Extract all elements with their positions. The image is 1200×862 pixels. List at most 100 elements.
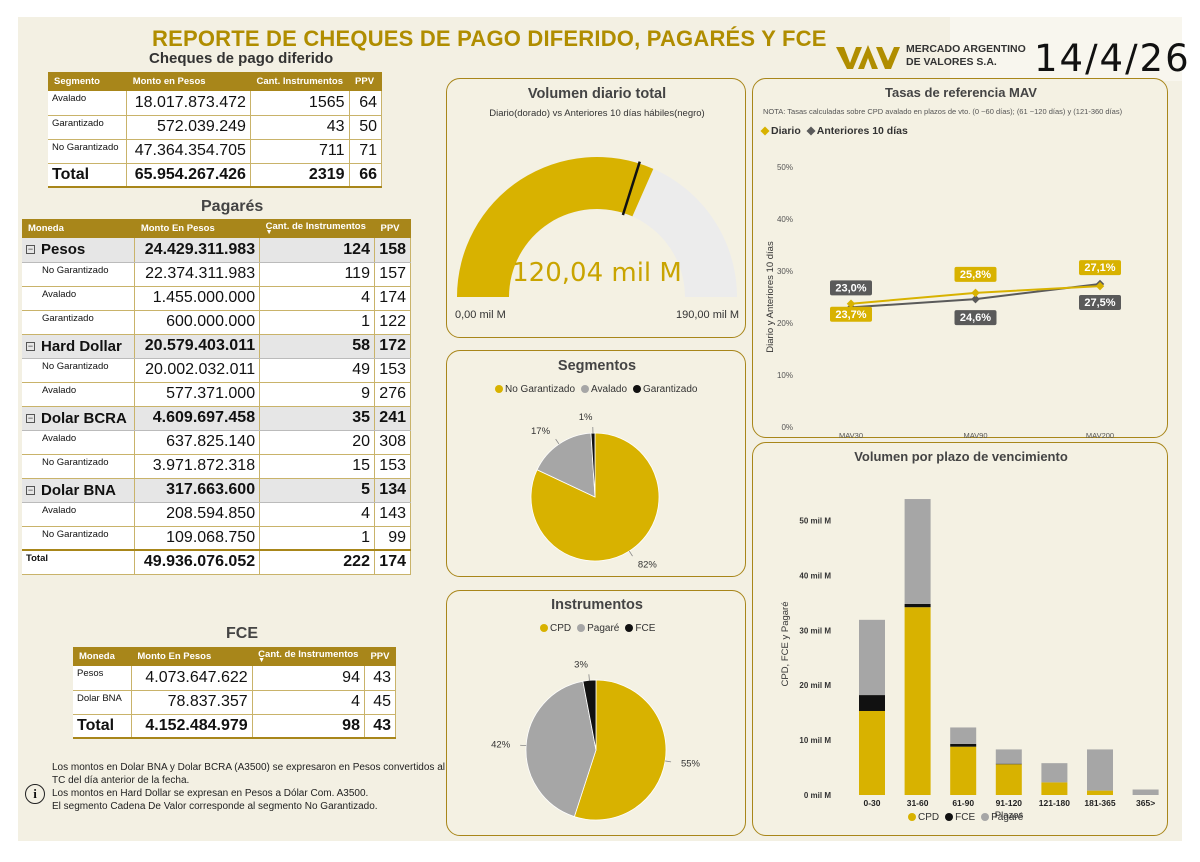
cheques-table-body: Avalado 18.017.873.472 1565 64 Garantizado 57… (48, 91, 383, 188)
ppv-cell: 64 (349, 91, 383, 116)
tasas-title: Tasas de referencia MAV (885, 85, 1037, 100)
legend-item[interactable]: Pagaré (577, 623, 619, 634)
legend-item[interactable]: Garantizado (633, 384, 698, 395)
cantidad-cell: 4 (259, 502, 375, 527)
collapse-icon[interactable]: − (26, 244, 35, 255)
bar-segment (995, 749, 1022, 764)
column-header[interactable]: PPV (349, 72, 382, 91)
x-tick-label: MAV200 (1086, 431, 1114, 439)
gauge-value-arc (457, 156, 654, 297)
row-label: Total (48, 163, 128, 188)
column-header[interactable]: Monto En Pesos (131, 647, 253, 666)
bar-segment (1087, 790, 1113, 795)
segmentos-pie-chart: 82% 17% 1% (530, 412, 660, 571)
bar-segment (950, 727, 977, 744)
x-tick-label: 31-60 (907, 798, 929, 808)
mav-logo-icon (836, 45, 900, 69)
group-row: − Hard Dollar 20.579.403.011 58 172 (22, 334, 412, 359)
ppv-cell: 153 (374, 454, 412, 479)
table-row: Avalado 18.017.873.472 1565 64 (48, 91, 383, 116)
table-row: No Garantizado 109.068.750 1 99 (22, 526, 412, 551)
bar-segment (904, 607, 931, 795)
gauge-value-label: 120,04 mil M (512, 258, 682, 288)
data-label-box (830, 306, 872, 322)
data-label: 27,5% (1084, 297, 1115, 309)
footnote-1: Los montos en Dolar BNA y Dolar BCRA (A3… (52, 762, 445, 786)
pie-value-label: 1% (579, 412, 593, 423)
y-axis-label: Diario y Anteriores 10 días (765, 241, 776, 353)
legend-item[interactable]: Anteriores 10 días (806, 125, 908, 137)
collapse-icon[interactable]: − (26, 412, 35, 423)
cantidad-cell: 15 (259, 454, 375, 479)
column-header[interactable]: Monto En Pesos (134, 219, 260, 238)
pie-leader-line (665, 760, 672, 763)
monto-cell: 65.954.267.426 (126, 163, 251, 188)
monto-cell: 637.825.140 (134, 430, 261, 455)
logo-text: MERCADO ARGENTINO DE VALORES S.A. (906, 43, 1026, 69)
column-header[interactable]: Monto en Pesos (126, 72, 251, 91)
column-header[interactable]: Segmento (48, 72, 127, 91)
collapse-icon[interactable]: − (26, 340, 35, 351)
row-label: − Dolar BNA (22, 478, 136, 503)
collapse-icon[interactable]: − (26, 484, 35, 495)
ppv-cell: 153 (374, 358, 412, 383)
bar-segment (904, 499, 931, 604)
gauge-subtitle: Diario(dorado) vs Anteriores 10 días háb… (489, 108, 705, 119)
table-row: No Garantizado 20.002.032.011 49 153 (22, 358, 412, 383)
tasas-panel: Tasas de referencia MAV NOTA: Tasas calc… (752, 78, 1168, 439)
report-date: 14/4/26 (1034, 37, 1191, 80)
legend-marker-icon (581, 384, 590, 393)
ppv-cell: 43 (364, 714, 397, 739)
table-row: Avalado 577.371.000 9 276 (22, 382, 412, 407)
row-label: Avalado (22, 430, 136, 455)
ppv-cell: 66 (349, 163, 383, 188)
x-tick-label: 0-30 (863, 798, 880, 808)
legend-item[interactable]: No Garantizado (495, 384, 575, 395)
pie-value-label: 3% (574, 659, 588, 670)
series-point (971, 288, 980, 298)
sort-down-icon: ▼ (258, 657, 266, 664)
tasas-line-chart: 0% 10% 20% 30% 40% 50% MAV30 MAV90 MAV200 Diario … (765, 163, 1121, 439)
pie-leader-line (628, 550, 633, 557)
column-header[interactable]: PPV (364, 647, 396, 666)
column-header[interactable]: PPV (374, 219, 411, 238)
cantidad-cell: 222 (259, 549, 375, 575)
column-header[interactable]: Moneda (73, 647, 132, 666)
plazo-bar-chart: 0 mil M 10 mil M 20 mil M 30 mil M 40 mil M 5… (780, 499, 1159, 821)
column-header[interactable]: Cant. Instrumentos (250, 72, 350, 91)
gauge-panel: Volumen diario total Diario(dorado) vs A… (446, 78, 746, 338)
column-header-sorted[interactable]: Cant. de Instrumentos ▼ (259, 219, 375, 238)
fce-section-title: FCE (226, 625, 258, 642)
table-row: Pesos 4.073.647.622 94 43 (73, 666, 397, 691)
monto-cell: 317.663.600 (134, 478, 261, 503)
table-row: Avalado 208.594.850 4 143 (22, 502, 412, 527)
column-header[interactable]: Moneda (22, 219, 135, 238)
y-tick-label: 50 mil M (799, 516, 831, 525)
row-label: No Garantizado (48, 139, 128, 164)
legend-item[interactable]: FCE (945, 812, 975, 823)
bar-segment (859, 710, 885, 795)
row-label: Avalado (48, 91, 128, 116)
bar-segment (859, 619, 885, 696)
monto-cell: 109.068.750 (134, 526, 261, 551)
data-label-box (954, 310, 997, 326)
monto-cell: 572.039.249 (126, 115, 251, 140)
pie-leader-line (588, 674, 590, 681)
legend-item[interactable]: FCE (625, 623, 655, 634)
y-tick-label: 0% (781, 423, 793, 432)
column-header-sorted[interactable]: Cant. de Instrumentos ▼ (252, 647, 365, 666)
legend-item[interactable]: Avalado (581, 384, 627, 395)
monto-cell: 78.837.357 (131, 690, 253, 715)
tasas-note: NOTA: Tasas calculadas sobre CPD avalado… (763, 107, 1123, 116)
x-tick-label: 121-180 (1039, 798, 1070, 808)
cheques-section-title: Cheques de pago diferido (149, 50, 334, 67)
legend-item[interactable]: CPD (908, 812, 939, 823)
legend-item[interactable]: CPD (540, 623, 571, 634)
table-row: No Garantizado 3.971.872.318 15 153 (22, 454, 412, 479)
legend-item[interactable]: Diario (760, 125, 801, 137)
ppv-cell: 276 (374, 382, 412, 407)
cantidad-cell: 20 (259, 430, 375, 455)
table-row: Garantizado 600.000.000 1 122 (22, 310, 412, 335)
row-label: − Pesos (22, 238, 136, 263)
legend-item[interactable]: Pagaré (981, 812, 1023, 823)
